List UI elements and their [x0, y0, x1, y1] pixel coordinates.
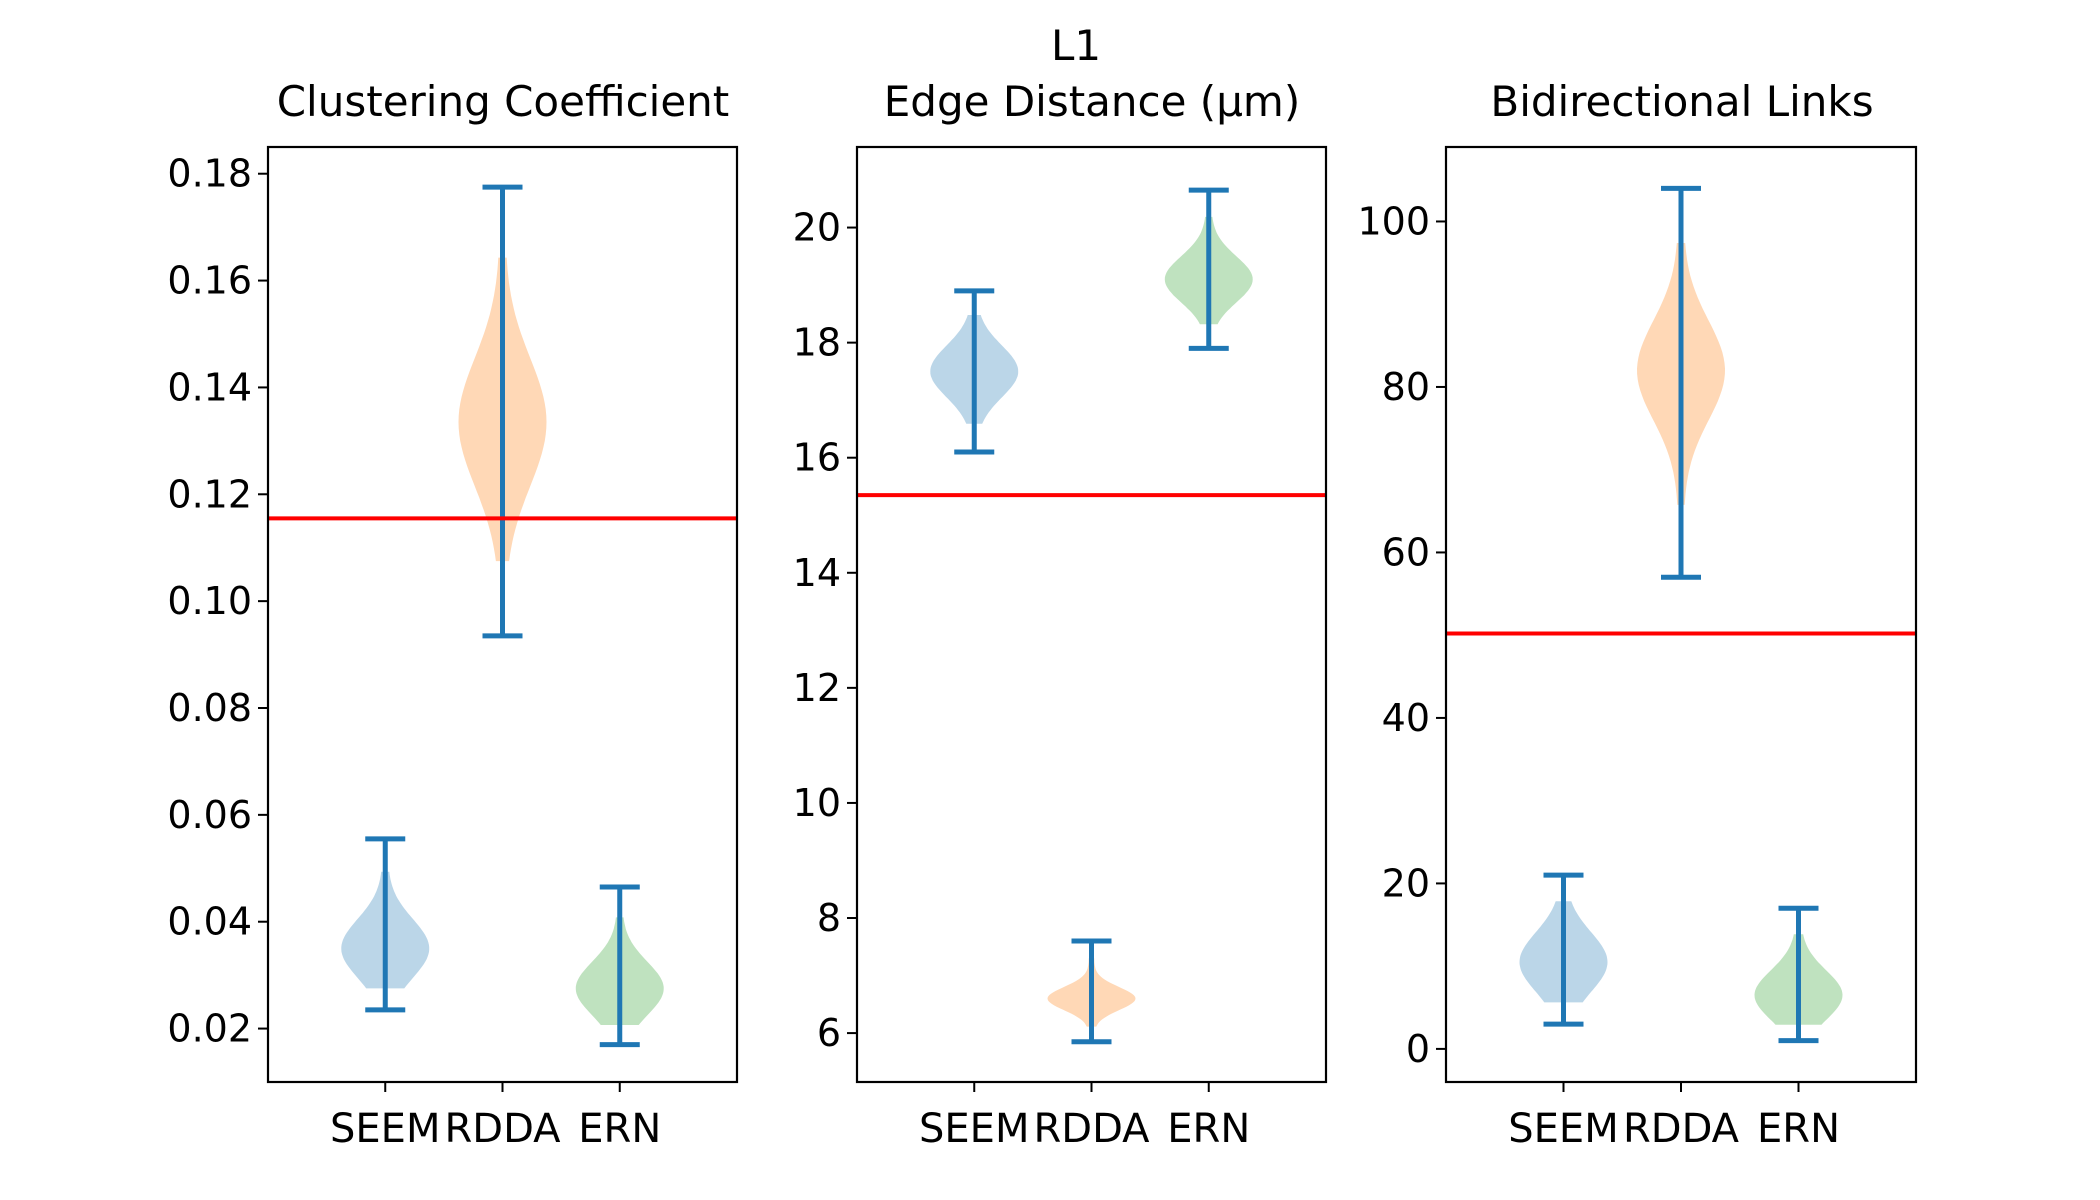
- x-tick-label-ern: ERN: [1757, 1106, 1840, 1152]
- panel-clustering-coefficient: Clustering Coefficient 0.02 0.04 0.06 0.08 0…: [167, 77, 739, 1152]
- y-tick-label: 18: [793, 321, 841, 365]
- y-tick-label: 0.10: [167, 579, 252, 623]
- x-tick-label-rdda: RDDA: [444, 1106, 561, 1152]
- panel-edge-distance: Edge Distance (μm) 6 8 10 12 14 16 18 20 SEEM RDD…: [793, 77, 1328, 1152]
- y-tick-label: 12: [793, 666, 841, 710]
- y-tick-label: 0.08: [167, 686, 252, 730]
- panel-bidirectional-links: Bidirectional Links 0 20 40 60 80 100 SEEM RDDA…: [1357, 77, 1918, 1152]
- panel-title: Clustering Coefficient: [277, 77, 730, 126]
- x-tick-label-seem: SEEM: [1508, 1106, 1618, 1152]
- panel-title: Bidirectional Links: [1490, 77, 1873, 126]
- y-tick-label: 20: [1382, 861, 1430, 905]
- y-tick-label: 0.14: [167, 365, 252, 409]
- y-tick-label: 40: [1382, 696, 1430, 740]
- x-tick-label-seem: SEEM: [330, 1106, 440, 1152]
- y-tick-label: 0.16: [167, 259, 252, 303]
- y-tick-label: 16: [793, 436, 841, 480]
- y-tick-label: 0.18: [167, 152, 252, 196]
- y-tick-label: 60: [1382, 530, 1430, 574]
- x-tick-label-rdda: RDDA: [1623, 1106, 1740, 1152]
- y-tick-label: 100: [1357, 199, 1430, 243]
- y-tick-label: 6: [817, 1011, 841, 1055]
- x-tick-label-rdda: RDDA: [1033, 1106, 1150, 1152]
- y-tick-label: 0.12: [167, 472, 252, 516]
- panel-title: Edge Distance (μm): [884, 77, 1300, 126]
- y-tick-label: 14: [793, 551, 841, 595]
- x-tick-label-ern: ERN: [1167, 1106, 1250, 1152]
- y-tick-label: 80: [1382, 365, 1430, 409]
- x-tick-label-seem: SEEM: [919, 1106, 1029, 1152]
- y-tick-label: 0.06: [167, 793, 252, 837]
- y-tick-label: 8: [817, 896, 841, 940]
- y-tick-label: 0.02: [167, 1007, 252, 1051]
- y-tick-label: 0: [1406, 1027, 1430, 1071]
- x-tick-label-ern: ERN: [578, 1106, 661, 1152]
- y-tick-label: 0.04: [167, 900, 252, 944]
- y-tick-label: 20: [793, 206, 841, 250]
- figure-suptitle: L1: [1051, 21, 1101, 70]
- y-tick-label: 10: [793, 781, 841, 825]
